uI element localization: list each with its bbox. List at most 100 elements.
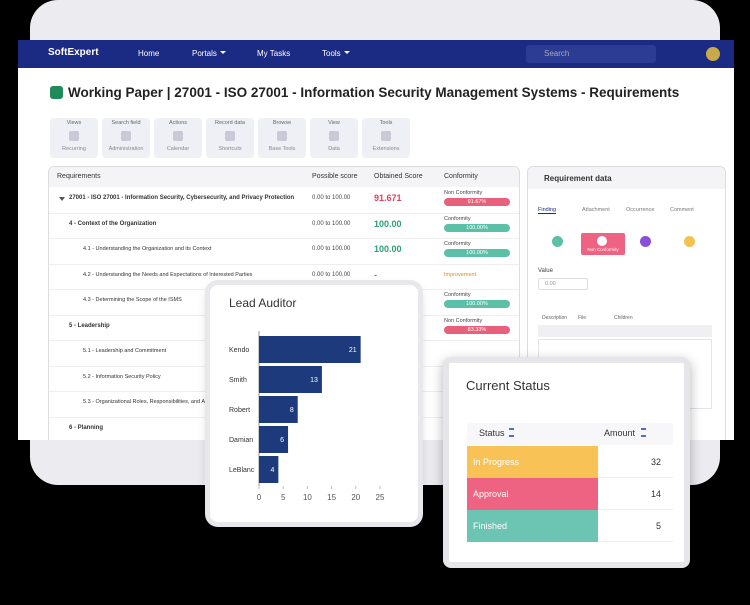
conformity-bar: 91.67% [444,198,510,206]
nav-item[interactable]: Tools [322,49,350,58]
bar [259,336,361,363]
row-divider [598,509,673,510]
row-divider [598,541,673,542]
panel-title: Requirement data [544,174,612,183]
toolbar-group-label: Actions [168,120,188,126]
status-dot[interactable] [684,236,695,247]
toolbar-group: Record data Shortcuts [206,118,254,158]
conformity-label: Conformity [444,292,471,298]
row-divider [49,238,519,239]
nav-item[interactable]: My Tasks [257,49,291,58]
toolbar-group: Actions Calendar [154,118,202,158]
sort-icon[interactable] [641,428,646,437]
requirement-name[interactable]: 4.1 - Understanding the Organization and… [83,246,212,252]
value-text: 0.00 [545,281,556,287]
column-header: Obtained Score [374,173,423,180]
data-label: 6 [280,437,284,444]
toolbar-group: Views Recurring [50,118,98,158]
requirement-name[interactable]: 5.3 - Organizational Roles, Responsibili… [83,399,228,405]
value-input[interactable]: 0.00 [538,278,588,290]
requirement-name[interactable]: 4.2 - Understanding the Needs and Expect… [83,271,253,278]
row-divider [49,212,519,214]
toolbar-group-label: Record data [215,120,245,126]
y-tick-label: Robert [229,407,250,414]
toolbar-button[interactable]: Extensions [372,146,400,152]
column-header[interactable]: Status [479,428,505,438]
table-header [49,167,519,187]
sub-tab[interactable]: Description [542,315,568,321]
bar [259,366,322,393]
possible-score: 0.00 to 100.00 [312,195,351,201]
toolbar-group-label: Views [66,120,82,126]
editor-toolbar [538,325,712,337]
toolbar-group-label: Browse [272,120,292,126]
tab[interactable]: Finding [538,207,557,214]
data-label: 21 [349,347,357,354]
nav-item[interactable]: Home [138,49,160,58]
amount: 32 [650,457,661,467]
status-selected[interactable]: Non Conformity [581,233,625,255]
x-tick-label: 20 [351,493,360,502]
status-dot[interactable] [640,236,651,247]
requirement-name[interactable]: 4.3 - Determining the Scope of the ISMS [83,297,182,303]
nav-item[interactable]: Portals [192,49,226,58]
sub-tab[interactable]: File [578,315,587,321]
toolbar-button[interactable]: Administration [108,146,144,152]
tab[interactable]: Comment [670,207,694,213]
column-header: Requirements [57,173,101,180]
logo[interactable]: SoftExpert [48,47,99,58]
conformity-label: Non Conformity [444,317,483,324]
toolbar-button[interactable]: Calendar [166,146,190,152]
toolbar-button[interactable]: Recurring [62,146,86,152]
status-dot[interactable] [552,236,563,247]
column-header[interactable]: Amount [604,428,636,438]
status-name: Approval [473,489,509,499]
y-tick-label: Damian [229,437,253,444]
sub-tab[interactable]: Children [614,315,633,321]
expand-icon[interactable] [59,197,65,201]
conformity-bar: 100.00% [444,249,510,257]
requirement-name[interactable]: 6 - Planning [69,424,104,431]
data-label: 4 [270,467,274,474]
avatar[interactable] [706,47,720,61]
sort-icon[interactable] [509,428,514,437]
obtained-score: 100.00 [374,244,402,254]
bar [259,456,279,483]
toolbar-icon [225,131,235,141]
toolbar-button[interactable]: Base Tools [268,146,296,152]
toolbar-button[interactable]: Data [328,146,340,152]
data-label: 13 [310,377,318,384]
search-placeholder: Search [544,49,570,58]
requirement-name[interactable]: 27001 - ISO 27001 - Information Security… [69,195,295,201]
status-cell: Approval [467,478,598,510]
bar-chart: 0 5 10 15 20 25 Kendo 21 Smith 13 Robert 8 Damian 6 Le… [229,331,385,502]
toolbar-group: View Data [310,118,358,158]
conformity-percent: 100.00% [466,301,488,307]
conformity-bar: 100.00% [444,300,510,308]
toolbar-icon [69,131,79,141]
possible-score: 0.00 to 100.00 [312,220,351,227]
status-name: Finished [473,521,508,531]
tab[interactable]: Occurrence [626,207,655,213]
conformity-label: Conformity [444,241,471,247]
toolbar-icon [173,131,183,141]
search-box[interactable]: Search [526,45,656,63]
amount: 5 [655,521,661,531]
table-header [467,423,673,445]
requirement-name[interactable]: 4 - Context of the Organization [69,220,157,227]
status-cell: Finished [467,510,598,542]
requirement-name[interactable]: 5.2 - Information Security Policy [83,373,161,380]
toolbar-group-label: Search field [111,120,141,126]
conformity-percent: 83.33% [467,326,487,333]
conformity-label: Improvement [444,271,477,278]
data-label: 8 [290,407,294,414]
toolbar-icon [381,131,391,141]
app-window: SoftExpert Home Portals My Tasks Tools Search… [18,40,734,440]
requirement-name[interactable]: 5 - Leadership [69,322,110,329]
toolbar-button[interactable]: Shortcuts [218,146,242,152]
x-tick-label: 10 [303,493,312,502]
tab[interactable]: Attachment [582,207,610,213]
requirement-name[interactable]: 5.1 - Leadership and Commitment [83,348,167,354]
toolbar-group: Search field Administration [102,118,150,158]
